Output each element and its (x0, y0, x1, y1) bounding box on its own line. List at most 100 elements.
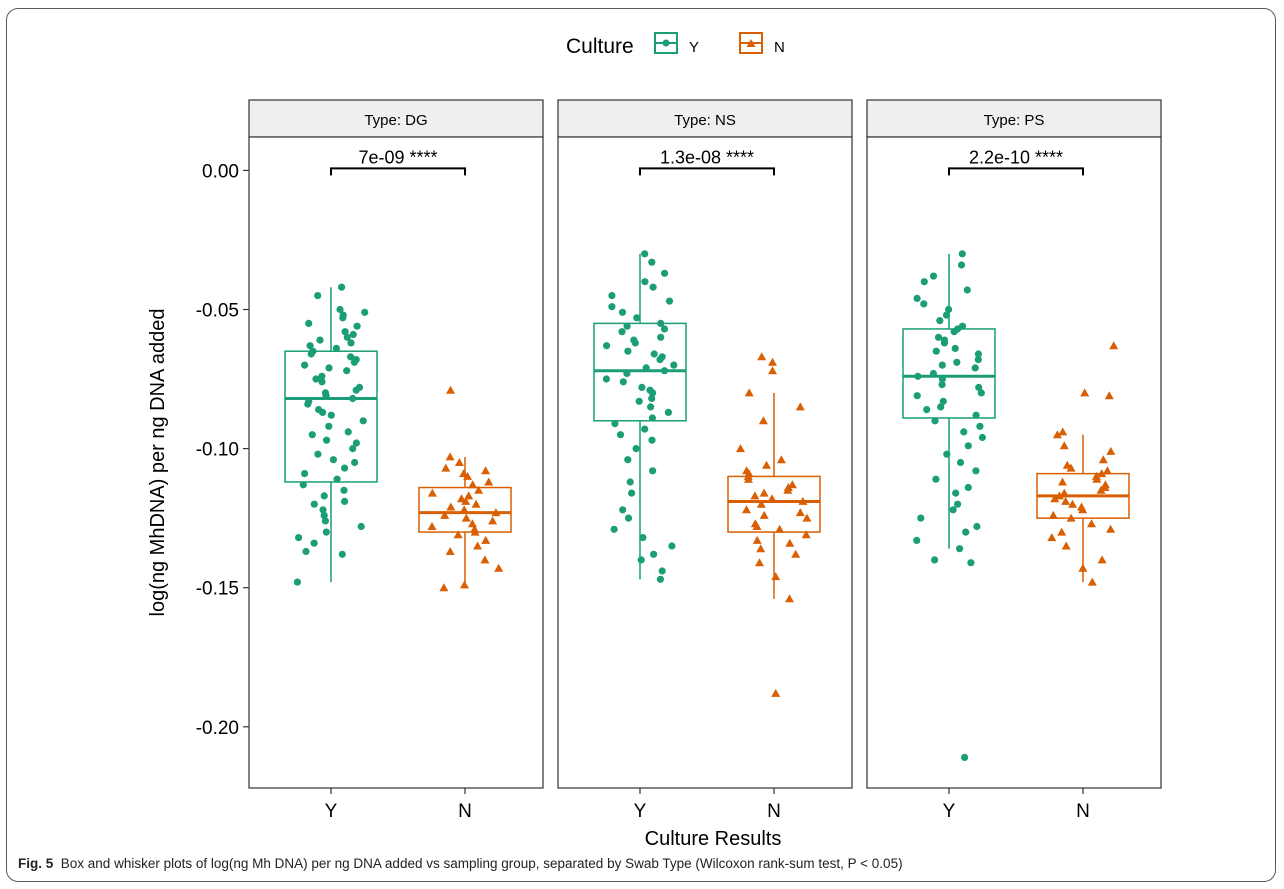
legend-title: Culture (566, 35, 634, 58)
data-point (791, 549, 801, 558)
data-point (920, 278, 928, 286)
data-point (1057, 527, 1067, 536)
box-plot-chart: Culture Y N 0.00 -0.05 -0.10 -0.15 -0.20 log(ng … (147, 32, 1162, 850)
data-point (494, 563, 504, 572)
data-point (641, 250, 649, 258)
data-point (445, 452, 455, 461)
data-point (1058, 477, 1067, 486)
data-point (1078, 505, 1088, 514)
data-point (353, 322, 361, 330)
data-point (316, 336, 324, 344)
data-point (931, 417, 939, 425)
data-point (327, 411, 335, 419)
data-point (343, 333, 351, 341)
data-point (440, 510, 450, 519)
data-point (752, 522, 762, 530)
data-point (785, 538, 795, 547)
data-point (349, 330, 357, 339)
data-point (964, 442, 972, 450)
data-point (301, 361, 309, 369)
data-point (768, 357, 777, 366)
data-point (318, 372, 326, 380)
data-point (932, 475, 940, 483)
data-point (338, 283, 346, 291)
data-point (321, 517, 329, 525)
box-n (418, 385, 512, 592)
data-point (744, 388, 754, 397)
data-point (488, 516, 498, 525)
data-point (301, 470, 309, 478)
data-point (453, 530, 463, 539)
significance-bracket (639, 167, 775, 176)
data-point (304, 400, 312, 408)
data-point (1092, 474, 1102, 483)
data-point (756, 544, 766, 553)
data-point (480, 555, 490, 564)
data-point (338, 550, 346, 558)
data-point (750, 491, 760, 500)
data-point (972, 411, 980, 419)
data-point (913, 536, 921, 545)
data-point (439, 583, 449, 592)
legend-label-y: Y (689, 39, 699, 56)
data-point (460, 580, 469, 589)
data-point (801, 530, 811, 539)
data-point (306, 342, 314, 350)
data-point (624, 514, 633, 522)
data-point (942, 311, 951, 319)
data-point (668, 542, 676, 550)
data-point (333, 475, 341, 483)
data-point (664, 408, 673, 416)
data-point (323, 436, 331, 444)
data-point (473, 541, 483, 550)
data-point (917, 514, 925, 522)
caption-label: Fig. 5 (18, 856, 54, 871)
data-point (795, 402, 805, 411)
data-point (951, 344, 959, 352)
panel-plot-area (557, 136, 853, 789)
panel-strip (866, 99, 1162, 138)
data-point (974, 350, 983, 358)
data-point (1078, 563, 1088, 572)
data-point (623, 322, 631, 330)
data-point (1080, 388, 1090, 397)
data-point (943, 450, 951, 458)
data-point (960, 428, 968, 436)
panel-plot-area (248, 136, 544, 789)
data-point (949, 506, 957, 514)
data-point (1106, 446, 1116, 455)
data-point (325, 422, 333, 430)
data-point (474, 485, 484, 494)
data-point (1059, 488, 1069, 497)
panel-1: Type: DG Y N 7e-09 **** (248, 99, 544, 822)
data-point (977, 389, 985, 397)
panel-strip (248, 99, 544, 138)
panel-strip-label: Type: DG (364, 112, 427, 129)
data-point (471, 499, 481, 508)
data-point (762, 460, 771, 469)
y-tick-label: -0.05 (196, 300, 239, 321)
data-point (302, 547, 310, 556)
data-point (973, 522, 981, 531)
data-point (934, 333, 943, 341)
data-point (929, 272, 938, 280)
data-point (657, 319, 665, 327)
box-n (1036, 341, 1130, 586)
data-point (343, 367, 351, 375)
data-point (1106, 524, 1116, 533)
data-point (1050, 494, 1060, 503)
data-point (967, 559, 975, 567)
data-point (310, 539, 318, 547)
data-point (976, 422, 984, 430)
significance-bracket (948, 167, 1084, 176)
data-point (742, 505, 751, 514)
data-point (914, 372, 922, 380)
data-point (312, 375, 320, 383)
data-point (957, 261, 966, 269)
data-point (956, 458, 965, 467)
data-point (637, 556, 645, 564)
data-point (459, 505, 469, 514)
data-point (628, 489, 636, 497)
data-point (1052, 430, 1062, 439)
data-point (1109, 341, 1119, 350)
